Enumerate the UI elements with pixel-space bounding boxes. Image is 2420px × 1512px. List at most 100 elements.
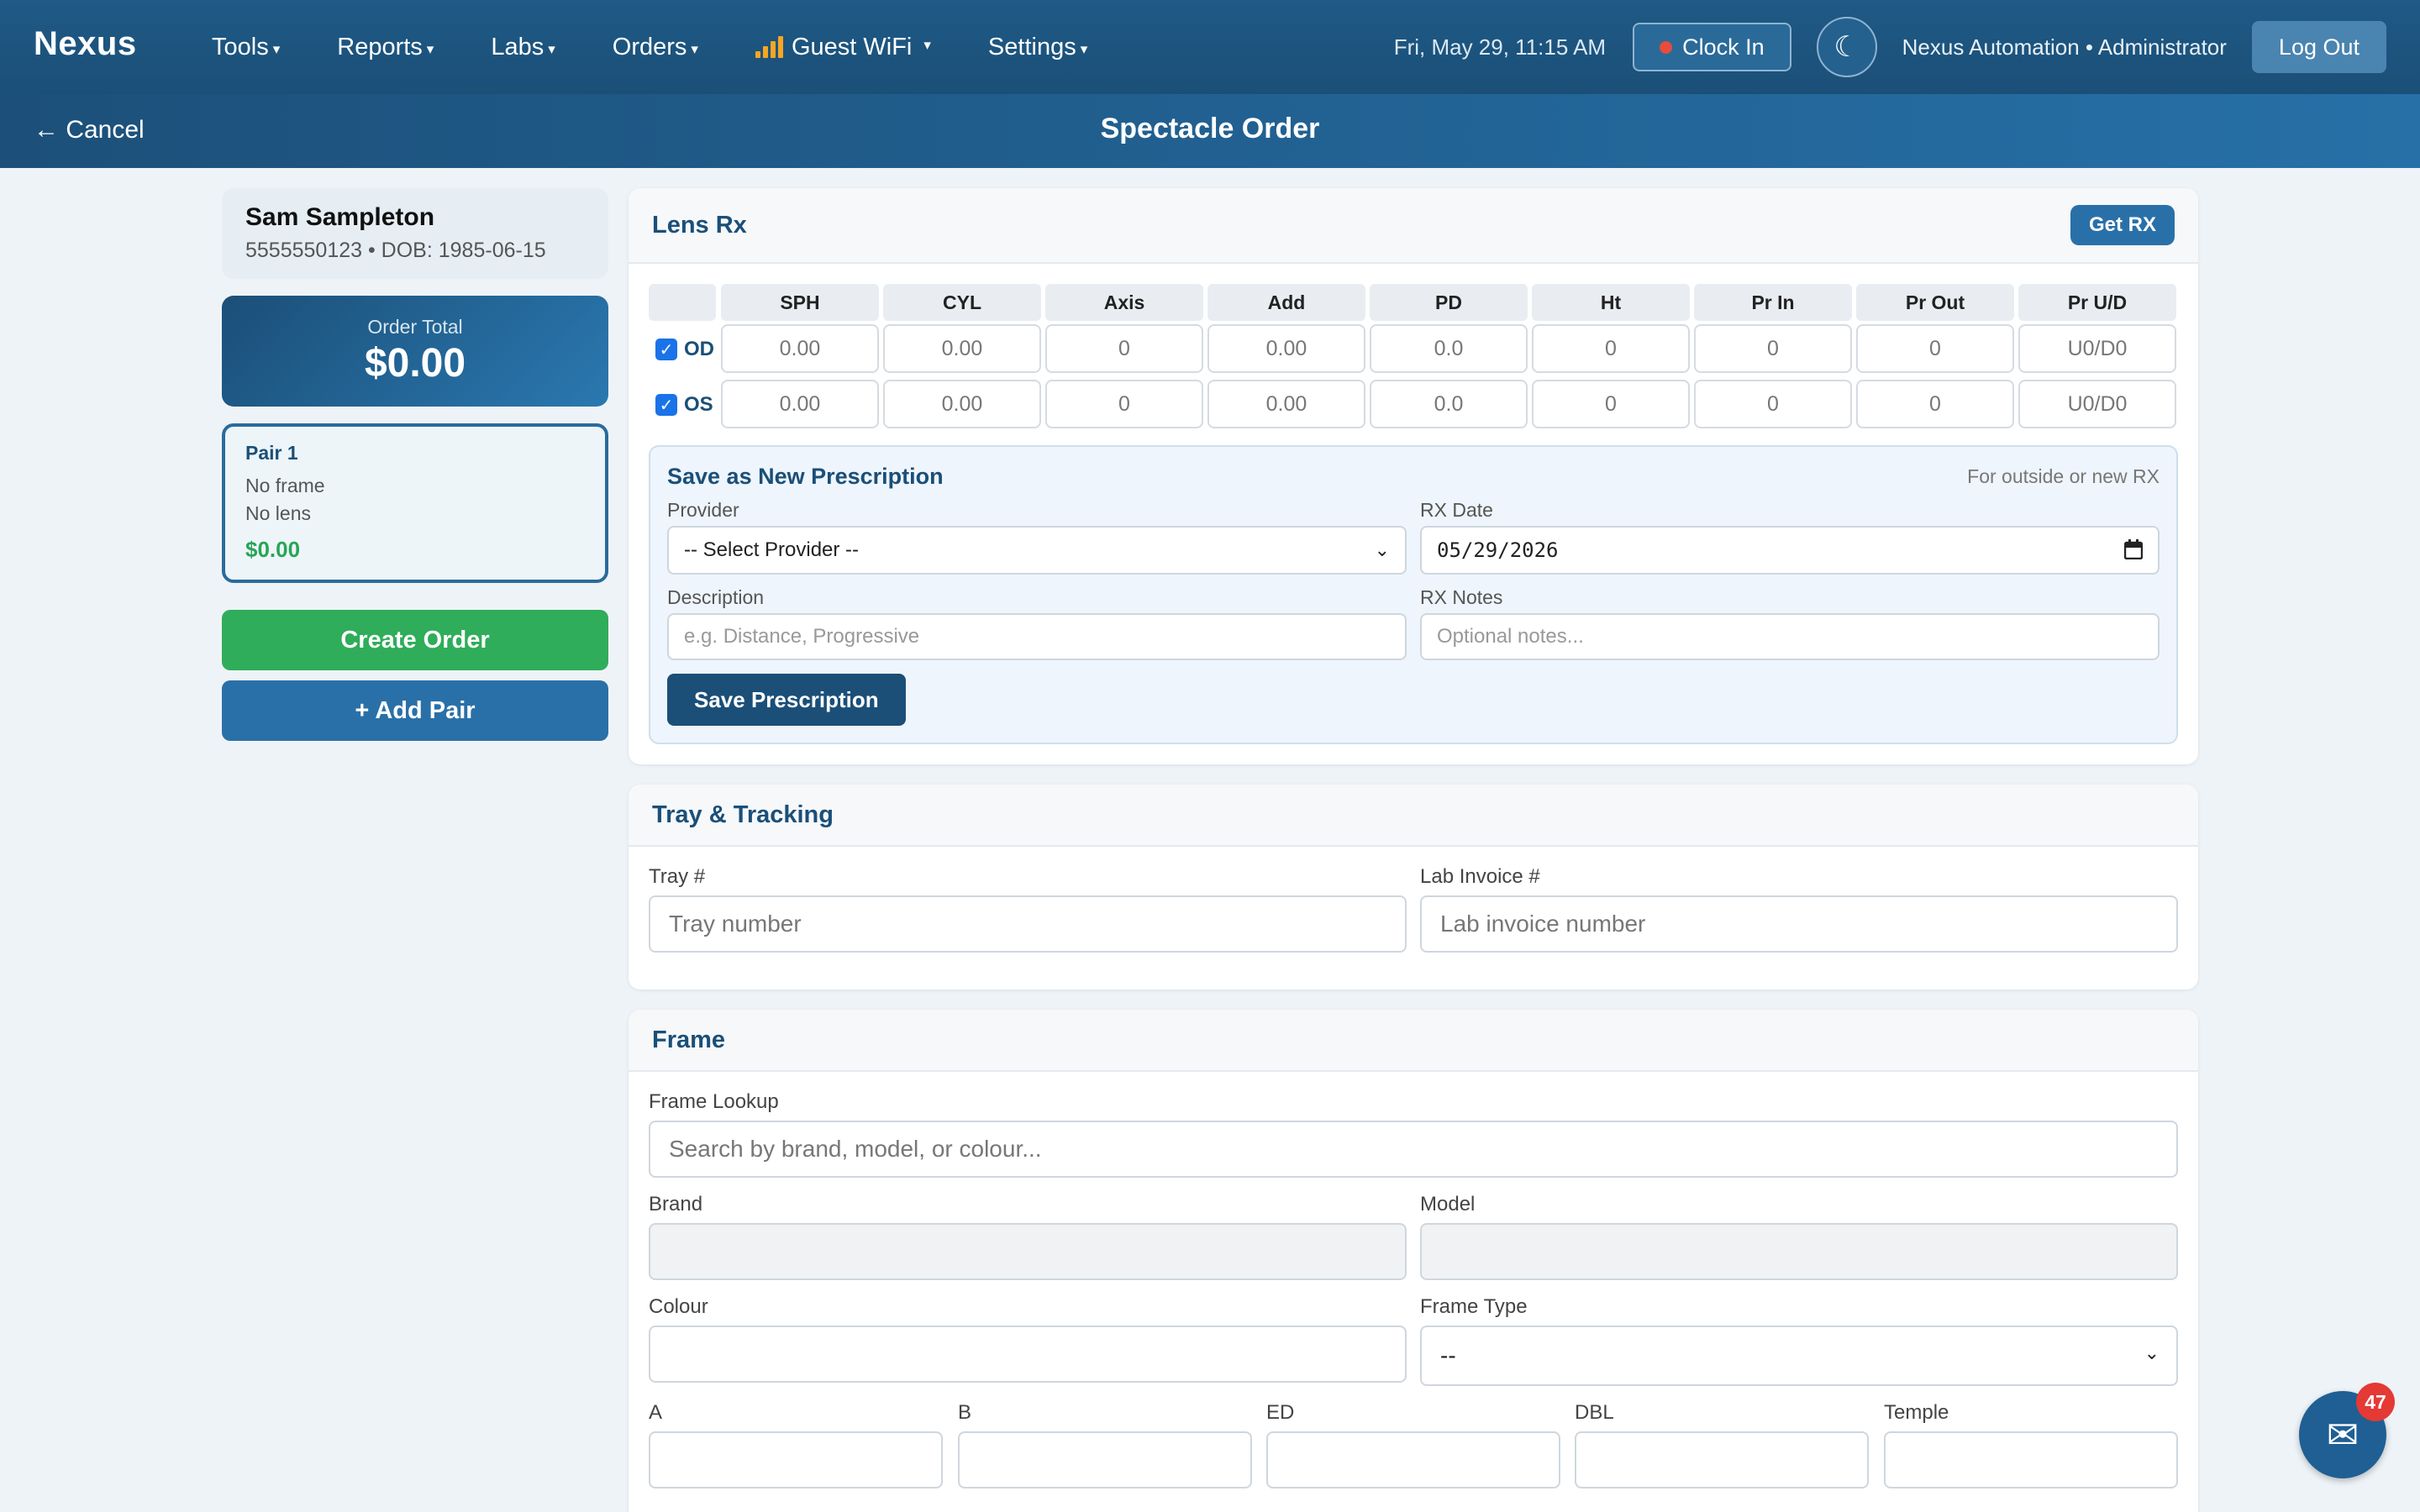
od-pr-ud-input[interactable]: U0/D0 xyxy=(2018,324,2176,373)
os-checkbox[interactable]: ✓ xyxy=(655,394,677,416)
od-sph-input[interactable]: 0.00 xyxy=(721,324,879,373)
os-sph-input[interactable]: 0.00 xyxy=(721,380,879,428)
dbl-label: DBL xyxy=(1575,1401,1614,1424)
calendar-icon[interactable] xyxy=(2124,539,2143,559)
os-ht-input[interactable]: 0 xyxy=(1532,380,1690,428)
os-axis-input[interactable]: 0 xyxy=(1045,380,1203,428)
pair-card[interactable]: Pair 1 No frame No lens $0.00 xyxy=(222,423,608,583)
ed-label: ED xyxy=(1266,1401,1295,1424)
menu-settings-label: Settings xyxy=(987,33,1076,60)
menu-tools[interactable]: Tools ▾ xyxy=(212,34,280,61)
provider-label: Provider xyxy=(667,499,739,521)
tray-title: Tray & Tracking xyxy=(652,801,834,828)
logout-button[interactable]: Log Out xyxy=(2251,21,2386,73)
frame-type-select[interactable]: -- ⌄ xyxy=(1420,1326,2178,1386)
rx-row-od: ✓ OD 0.00 0.00 0 0.00 0.0 0 0 0 U0/D0 xyxy=(649,324,2181,375)
rx-date-value: 05/29/2026 xyxy=(1437,538,1559,562)
menu-orders[interactable]: Orders ▾ xyxy=(613,34,698,61)
provider-select[interactable]: -- Select Provider -- ⌄ xyxy=(667,526,1407,575)
rx-header-pr-ud: Pr U/D xyxy=(2018,284,2176,321)
brand-label: Brand xyxy=(649,1193,703,1215)
menu-guest-wifi[interactable]: Guest WiFi ▾ xyxy=(755,34,931,61)
os-pr-in-input[interactable]: 0 xyxy=(1694,380,1852,428)
clock-in-label: Clock In xyxy=(1682,34,1765,60)
os-pr-out-input[interactable]: 0 xyxy=(1856,380,2014,428)
rx-eye-od: ✓ OD xyxy=(649,324,716,375)
colour-input[interactable] xyxy=(649,1326,1407,1383)
os-pr-ud-input[interactable]: U0/D0 xyxy=(2018,380,2176,428)
menu-labs[interactable]: Labs ▾ xyxy=(491,34,555,61)
tray-number-label: Tray # xyxy=(649,865,706,888)
tray-tracking-card: Tray & Tracking Tray # Tray number Lab I… xyxy=(629,785,2198,990)
od-cyl-input[interactable]: 0.00 xyxy=(883,324,1041,373)
rx-date-input[interactable]: 05/29/2026 xyxy=(1420,526,2160,575)
a-input[interactable] xyxy=(649,1431,943,1488)
signal-bars-icon xyxy=(755,36,783,58)
frame-title: Frame xyxy=(652,1026,726,1053)
temple-input[interactable] xyxy=(1884,1431,2178,1488)
b-label: B xyxy=(958,1401,972,1424)
provider-select-value: -- Select Provider -- xyxy=(684,538,860,561)
b-input[interactable] xyxy=(958,1431,1252,1488)
od-axis-input[interactable]: 0 xyxy=(1045,324,1203,373)
os-add-input[interactable]: 0.00 xyxy=(1207,380,1365,428)
status-dot-icon xyxy=(1660,40,1673,54)
patient-meta: 5555550123 • DOB: 1985-06-15 xyxy=(245,239,546,262)
create-order-button[interactable]: Create Order xyxy=(222,610,608,670)
rx-header-sph: SPH xyxy=(721,284,879,321)
theme-toggle-button[interactable]: ☾ xyxy=(1816,17,1877,77)
os-cyl-input[interactable]: 0.00 xyxy=(883,380,1041,428)
od-ht-input[interactable]: 0 xyxy=(1532,324,1690,373)
rx-eye-os: ✓ OS xyxy=(649,380,716,430)
pair-lens: No lens xyxy=(245,502,311,524)
frame-type-label: Frame Type xyxy=(1420,1295,1528,1318)
menu-settings[interactable]: Settings ▾ xyxy=(988,34,1087,61)
lens-rx-title: Lens Rx xyxy=(652,211,747,239)
chevron-down-icon: ▾ xyxy=(548,41,555,57)
rx-header-cyl: CYL xyxy=(883,284,1041,321)
chevron-down-icon: ▾ xyxy=(691,41,698,57)
od-pr-in-input[interactable]: 0 xyxy=(1694,324,1852,373)
od-pr-out-input[interactable]: 0 xyxy=(1856,324,2014,373)
clock-in-button[interactable]: Clock In xyxy=(1633,23,1791,71)
rx-header-eye xyxy=(649,284,716,321)
chevron-down-icon: ▾ xyxy=(426,41,434,57)
add-pair-button[interactable]: + Add Pair xyxy=(222,680,608,741)
ed-input[interactable] xyxy=(1266,1431,1560,1488)
chevron-down-icon: ▾ xyxy=(1080,41,1088,57)
rx-notes-input[interactable]: Optional notes... xyxy=(1420,613,2160,660)
order-total-amount: $0.00 xyxy=(364,341,466,386)
sub-header: ← Cancel Spectacle Order xyxy=(0,94,2420,168)
rx-header-pr-out: Pr Out xyxy=(1856,284,2014,321)
tray-number-input[interactable]: Tray number xyxy=(649,895,1407,953)
chevron-down-icon: ▾ xyxy=(923,37,931,53)
frame-lookup-input[interactable]: Search by brand, model, or colour... xyxy=(649,1121,2178,1178)
model-input xyxy=(1420,1223,2178,1280)
brand-logo[interactable]: Nexus xyxy=(34,25,137,62)
temple-label: Temple xyxy=(1884,1401,1949,1424)
save-prescription-button[interactable]: Save Prescription xyxy=(667,674,906,726)
frame-type-value: -- xyxy=(1440,1342,1456,1368)
frame-lookup-label: Frame Lookup xyxy=(649,1090,779,1113)
lab-invoice-input[interactable]: Lab invoice number xyxy=(1420,895,2178,953)
patient-name: Sam Sampleton xyxy=(245,203,435,231)
rx-grid: SPH CYL Axis Add PD Ht Pr In Pr Out Pr U… xyxy=(649,284,2181,430)
menu-reports[interactable]: Reports ▾ xyxy=(337,34,434,61)
nav-right: Fri, May 29, 11:15 AM Clock In ☾ Nexus A… xyxy=(1394,0,2386,94)
get-rx-button[interactable]: Get RX xyxy=(2070,205,2175,245)
od-pd-input[interactable]: 0.0 xyxy=(1370,324,1528,373)
model-label: Model xyxy=(1420,1193,1476,1215)
envelope-icon: ✉ xyxy=(2326,1413,2360,1457)
description-input[interactable]: e.g. Distance, Progressive xyxy=(667,613,1407,660)
os-label: OS xyxy=(684,393,713,416)
rx-notes-label: RX Notes xyxy=(1420,586,1503,608)
od-label: OD xyxy=(684,338,714,360)
dbl-input[interactable] xyxy=(1575,1431,1869,1488)
cancel-link[interactable]: ← Cancel xyxy=(34,116,145,144)
description-label: Description xyxy=(667,586,765,608)
os-pd-input[interactable]: 0.0 xyxy=(1370,380,1528,428)
save-prescription-hint: For outside or new RX xyxy=(1967,465,2160,487)
od-add-input[interactable]: 0.00 xyxy=(1207,324,1365,373)
rx-header-axis: Axis xyxy=(1045,284,1203,321)
od-checkbox[interactable]: ✓ xyxy=(655,339,677,360)
